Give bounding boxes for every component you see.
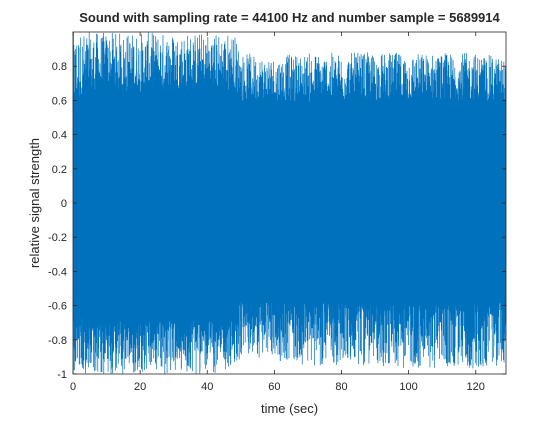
- x-tick-label: 40: [201, 381, 213, 393]
- x-axis-label: time (sec): [261, 401, 318, 416]
- waveform-core: [73, 90, 506, 321]
- x-tick-label: 20: [134, 381, 146, 393]
- ticks-layer: 0 20 40 60 80 100 120 -1 -0.8 -0.6 -0.4 -0.2 0 0.2 0.4…: [48, 32, 506, 393]
- y-tick-label: -0.8: [48, 335, 67, 347]
- x-tick-label: 100: [399, 381, 417, 393]
- x-tick-label: 0: [70, 381, 76, 393]
- signal-layer: [72, 32, 507, 374]
- y-tick-label: 0: [61, 198, 67, 210]
- y-tick-label: 0.2: [52, 164, 67, 176]
- x-tick-label: 80: [335, 381, 347, 393]
- y-tick-label: -0.4: [48, 266, 67, 278]
- y-tick-label: 0.8: [52, 61, 67, 73]
- y-tick-label: 0.6: [52, 95, 67, 107]
- y-tick-label: -1: [57, 369, 67, 381]
- y-tick-label: 0.4: [52, 130, 67, 142]
- x-tick-label: 60: [268, 381, 280, 393]
- y-axis-label: relative signal strength: [27, 138, 42, 268]
- y-tick-label: -0.2: [48, 232, 67, 244]
- y-tick-label: -0.6: [48, 301, 67, 313]
- x-tick-label: 120: [467, 381, 485, 393]
- chart-title: Sound with sampling rate = 44100 Hz and …: [79, 10, 500, 25]
